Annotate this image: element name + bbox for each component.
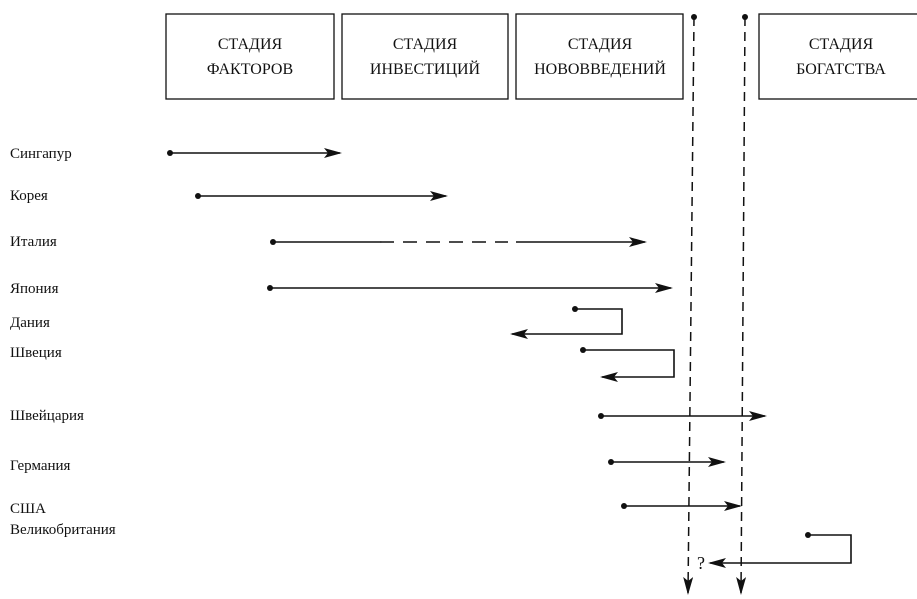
question-mark: ? xyxy=(697,553,705,573)
arrow-italy xyxy=(270,237,647,247)
country-label-italy: Италия xyxy=(10,234,57,250)
stage-box-wealth: СТАДИЯ БОГАТСТВА xyxy=(758,13,917,100)
country-label-uk: Великобритания xyxy=(10,522,116,538)
arrow-switzerland xyxy=(598,411,767,421)
country-label-sweden: Швеция xyxy=(10,345,62,361)
arrow-germany xyxy=(608,457,726,467)
country-label-korea: Корея xyxy=(10,188,48,204)
arrow-usa xyxy=(621,501,742,511)
country-label-usa: США xyxy=(10,501,46,517)
stage-label-investment-line1: СТАДИЯ xyxy=(393,36,458,53)
stage-label-wealth-line1: СТАДИЯ xyxy=(809,36,874,53)
stage-label-investment-line2: ИНВЕСТИЦИЙ xyxy=(370,59,481,78)
stage-label-innovation-line2: НОВОВВЕДЕНИЙ xyxy=(534,59,666,78)
arrow-sweden xyxy=(580,347,675,382)
stage-box-investment: СТАДИЯ ИНВЕСТИЦИЙ xyxy=(341,13,509,100)
arrow-denmark xyxy=(510,306,623,339)
stage-box-innovation: СТАДИЯ НОВОВВЕДЕНИЙ xyxy=(515,13,684,100)
dashed-arrow-right xyxy=(736,14,748,595)
country-label-japan: Япония xyxy=(10,281,59,297)
arrow-uk xyxy=(708,532,852,568)
country-label-switzerland: Швейцария xyxy=(10,408,84,424)
stage-box-factors: СТАДИЯ ФАКТОРОВ xyxy=(165,13,335,100)
country-label-germany: Германия xyxy=(10,458,71,474)
arrow-singapore xyxy=(167,148,342,158)
stage-label-factors-line1: СТАДИЯ xyxy=(218,36,283,53)
stage-label-factors-line2: ФАКТОРОВ xyxy=(207,61,293,78)
country-label-denmark: Дания xyxy=(10,315,50,331)
arrow-japan xyxy=(267,283,673,293)
dashed-arrow-left xyxy=(683,14,697,595)
stage-label-innovation-line1: СТАДИЯ xyxy=(568,36,633,53)
country-label-singapore: Сингапур xyxy=(10,146,72,162)
arrow-korea xyxy=(195,191,448,201)
stage-label-wealth-line2: БОГАТСТВА xyxy=(796,61,886,78)
